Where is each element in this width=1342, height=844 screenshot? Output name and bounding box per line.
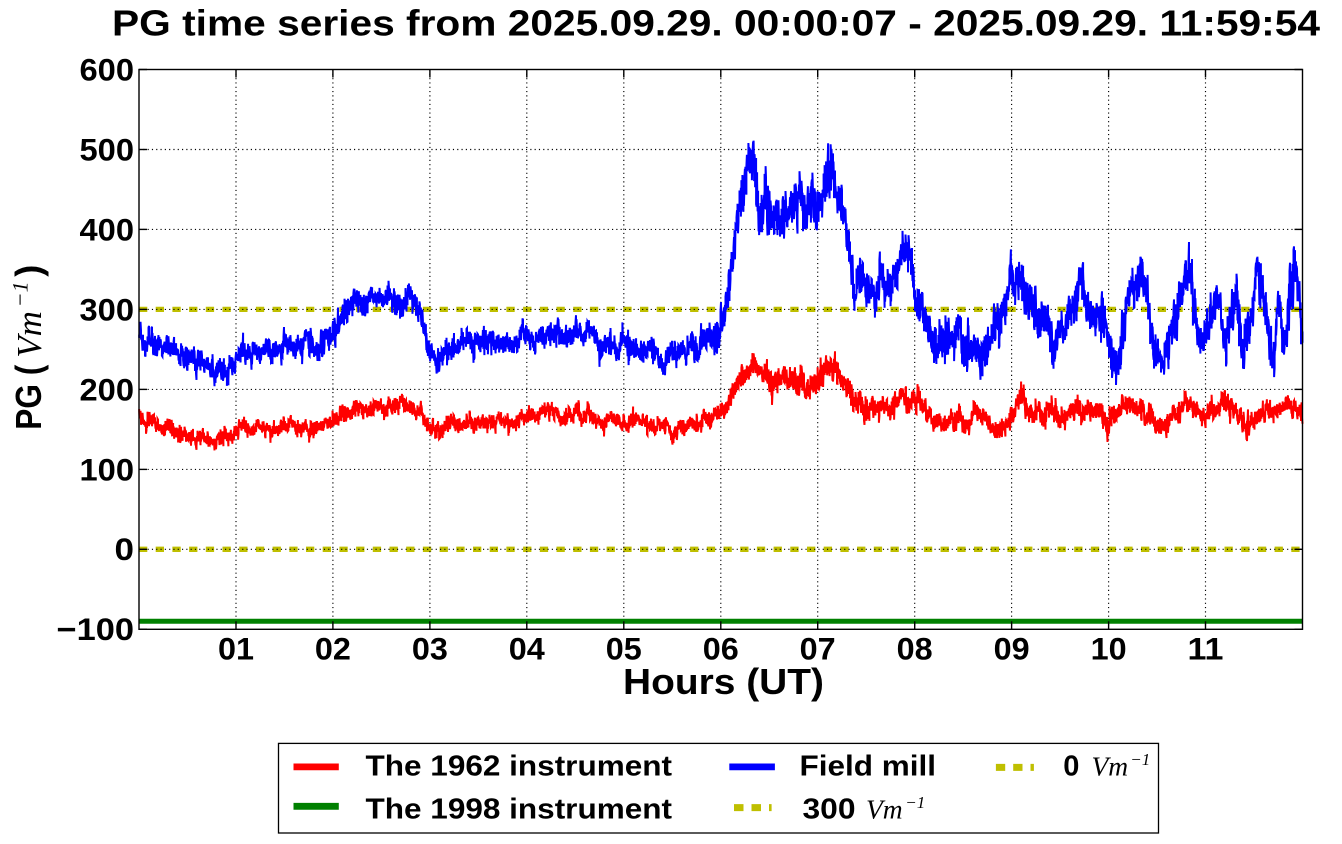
- svg-text:The 1962 instrument: The 1962 instrument: [366, 751, 673, 783]
- svg-text:08: 08: [897, 630, 933, 666]
- svg-text:The 1998 instrument: The 1998 instrument: [366, 794, 673, 826]
- svg-text:300: 300: [803, 794, 856, 826]
- svg-text:−100: −100: [57, 611, 135, 647]
- svg-text:01: 01: [218, 630, 254, 666]
- svg-text:07: 07: [800, 630, 836, 666]
- svg-text:10: 10: [1091, 630, 1127, 666]
- svg-text:Vm: Vm: [1092, 751, 1129, 782]
- svg-text:PG (: PG (: [8, 365, 49, 430]
- svg-text:Vm: Vm: [10, 311, 49, 358]
- svg-text:−1: −1: [905, 793, 925, 812]
- svg-text:Field mill: Field mill: [800, 751, 937, 783]
- svg-text:09: 09: [994, 630, 1030, 666]
- svg-text:−1: −1: [8, 281, 33, 307]
- svg-text:0: 0: [115, 531, 135, 567]
- svg-text:Hours (UT): Hours (UT): [623, 661, 824, 702]
- svg-text:): ): [8, 265, 49, 277]
- svg-text:200: 200: [80, 371, 135, 407]
- svg-text:05: 05: [606, 630, 642, 666]
- svg-text:400: 400: [80, 211, 135, 247]
- svg-text:0: 0: [1063, 751, 1079, 783]
- svg-text:100: 100: [80, 451, 135, 487]
- svg-text:−1: −1: [1130, 750, 1150, 769]
- svg-text:300: 300: [80, 291, 135, 327]
- svg-text:02: 02: [315, 630, 351, 666]
- svg-text:04: 04: [509, 630, 545, 666]
- svg-text:500: 500: [80, 131, 135, 167]
- svg-text:PG time series from 2025.09.29: PG time series from 2025.09.29. 00:00:07…: [112, 3, 1320, 44]
- svg-text:Vm: Vm: [866, 794, 903, 825]
- svg-text:06: 06: [703, 630, 739, 666]
- svg-text:11: 11: [1188, 630, 1224, 666]
- svg-text:03: 03: [412, 630, 448, 666]
- svg-text:600: 600: [80, 51, 135, 87]
